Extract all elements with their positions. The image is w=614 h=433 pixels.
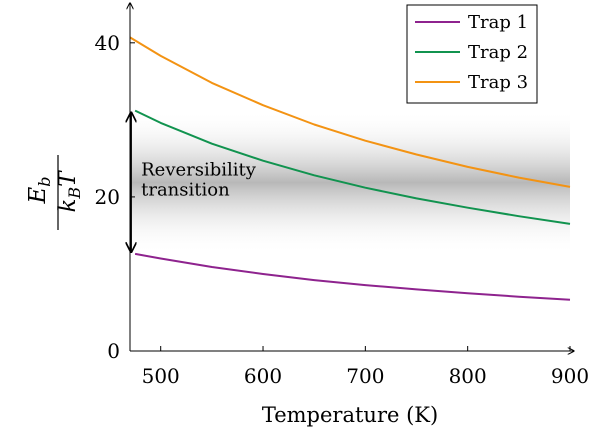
legend-label-1: Trap 1 [468, 12, 528, 33]
annotation-line-1: Reversibility [141, 159, 257, 180]
x-tick-label: 500 [142, 364, 180, 388]
legend-label-3: Trap 3 [468, 72, 528, 93]
legend-label-2: Trap 2 [468, 42, 528, 63]
x-tick-label: 900 [551, 364, 589, 388]
series-line-1 [134, 252, 571, 301]
y-axis-label: Eb kBT [25, 155, 84, 230]
annotation-line-2: transition [141, 179, 230, 200]
y-label-denominator-sub: B [65, 187, 84, 200]
y-label-denominator: k [55, 199, 81, 213]
legend: Trap 1 Trap 2 Trap 3 [406, 4, 538, 104]
y-tick-label: 0 [107, 339, 120, 363]
svg-text:kBT: kBT [55, 170, 84, 213]
series-line-2 [134, 109, 571, 225]
x-tick-label: 700 [346, 364, 384, 388]
y-tick-label: 40 [95, 31, 120, 55]
series-layer [129, 36, 571, 301]
reversibility-band [132, 110, 570, 254]
y-label-numerator-sub: b [35, 176, 54, 186]
y-tick-label: 20 [95, 185, 120, 209]
x-tick-label: 800 [449, 364, 487, 388]
x-axis-label: Temperature (K) [262, 403, 438, 427]
x-ticks: 500 600 700 800 900 [142, 346, 589, 388]
series-line-3 [129, 36, 571, 188]
y-ticks: 0 20 40 [95, 31, 135, 363]
y-label-denominator-tail: T [55, 170, 81, 187]
x-tick-label: 600 [244, 364, 282, 388]
svg-text:Eb: Eb [25, 176, 54, 204]
y-label-numerator: E [25, 187, 51, 205]
